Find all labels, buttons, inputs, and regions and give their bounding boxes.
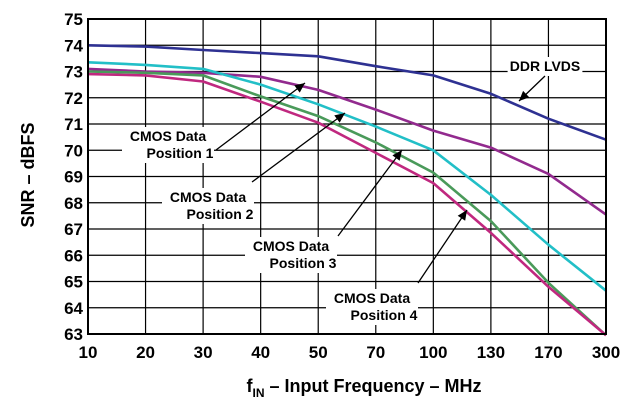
annotation-label-line-2-1: CMOS Data xyxy=(130,128,206,144)
series-line-5 xyxy=(87,72,607,337)
y-tick-70: 70 xyxy=(64,141,83,160)
annotation-label-5: CMOS Data Position 4 xyxy=(334,290,418,323)
annotation-arrow-line-2 xyxy=(215,82,306,151)
x-tick-300: 300 xyxy=(592,343,620,362)
annotation-arrowhead-3 xyxy=(334,113,345,123)
y-tick-68: 68 xyxy=(64,194,83,213)
annotation-label-line-4-2: Position 3 xyxy=(270,255,337,271)
x-axis-title-subscript: IN xyxy=(252,386,264,400)
annotation-arrowhead-2 xyxy=(294,83,305,93)
y-tick-67: 67 xyxy=(64,220,83,239)
x-tick-100: 100 xyxy=(419,343,447,362)
annotation-label-line-3-2: Position 2 xyxy=(187,206,254,222)
y-tick-64: 64 xyxy=(64,299,83,318)
y-tick-labels: 63 64 65 66 67 68 69 70 71 72 73 74 75 xyxy=(64,10,83,344)
annotation-label-2: CMOS Data Position 1 xyxy=(130,128,214,161)
annotation-label-line-3-1: CMOS Data xyxy=(170,189,246,205)
x-tick-40: 40 xyxy=(251,343,270,362)
series-line-4 xyxy=(87,70,607,337)
x-tick-10: 10 xyxy=(79,343,98,362)
x-axis-title-main: f xyxy=(246,376,253,396)
x-axis-title-rest: – Input Frequency – MHz xyxy=(264,376,481,396)
annotation-bg-5 xyxy=(326,289,418,325)
annotation-arrowhead-4 xyxy=(392,150,402,161)
annotation-label-line-2-2: Position 1 xyxy=(147,145,214,161)
x-tick-170: 170 xyxy=(534,343,562,362)
y-tick-63: 63 xyxy=(64,325,83,344)
annotation-label-line-5-2: Position 4 xyxy=(351,307,418,323)
y-tick-74: 74 xyxy=(64,36,83,55)
y-tick-71: 71 xyxy=(64,115,83,134)
annotation-label-3: CMOS Data Position 2 xyxy=(170,189,254,222)
annotation-label-4: CMOS Data Position 3 xyxy=(253,238,337,271)
annotation-arrow-line-5 xyxy=(417,209,468,284)
annotation-bg-1 xyxy=(507,57,583,76)
annotation-arrow-line-3 xyxy=(251,112,346,183)
y-tick-72: 72 xyxy=(64,89,83,108)
annotation-label-1: DDR LVDS xyxy=(510,58,581,74)
y-tick-73: 73 xyxy=(64,63,83,82)
y-tick-66: 66 xyxy=(64,246,83,265)
y-tick-75: 75 xyxy=(64,10,83,29)
annotation-bg-3 xyxy=(162,188,254,224)
annotation-label-line-1-1: DDR LVDS xyxy=(510,58,581,74)
annotation-label-line-4-1: CMOS Data xyxy=(253,238,329,254)
annotation-bg-2 xyxy=(122,127,214,163)
x-tick-20: 20 xyxy=(136,343,155,362)
y-axis-title: SNR – dBFS xyxy=(18,122,38,227)
x-tick-labels: 10 20 30 40 50 70 100 130 170 300 xyxy=(79,343,621,362)
x-tick-130: 130 xyxy=(477,343,505,362)
annotation-arrow-line-4 xyxy=(337,149,403,237)
x-tick-30: 30 xyxy=(194,343,213,362)
x-tick-70: 70 xyxy=(366,343,385,362)
y-tick-65: 65 xyxy=(64,273,83,292)
series-line-3 xyxy=(87,61,607,292)
y-tick-69: 69 xyxy=(64,168,83,187)
x-tick-50: 50 xyxy=(309,343,328,362)
series-lines xyxy=(87,44,607,337)
annotation-arrowhead-5 xyxy=(457,210,467,221)
series-line-1 xyxy=(87,44,607,141)
annotation-arrowhead-1 xyxy=(519,90,530,101)
annotation-label-line-5-1: CMOS Data xyxy=(334,290,410,306)
x-axis-title: fIN – Input Frequency – MHz xyxy=(246,376,481,400)
plot-frame xyxy=(87,18,607,335)
annotation-bg-4 xyxy=(245,237,337,273)
series-line-2 xyxy=(87,67,607,216)
